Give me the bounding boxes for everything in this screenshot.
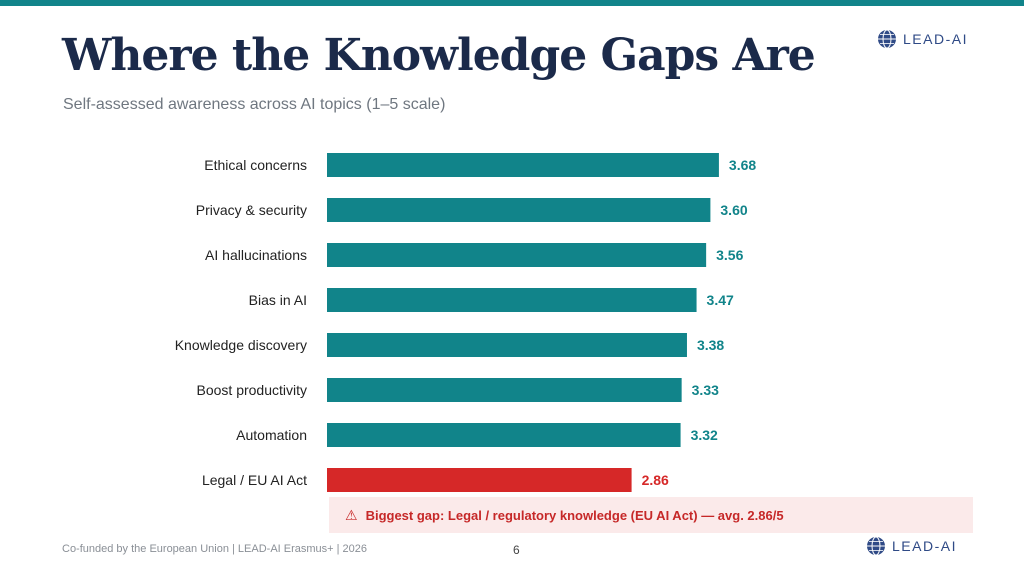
category-label: Automation [236,427,307,443]
value-label: 3.33 [692,382,719,398]
logo-bottom: LEAD-AI [866,536,957,556]
category-label: Bias in AI [249,292,307,308]
value-label: 3.38 [697,337,724,353]
globe-icon [867,536,885,556]
bar [327,288,697,312]
category-label: AI hallucinations [205,247,307,263]
category-label: Knowledge discovery [175,337,307,353]
bar [327,423,681,447]
bar [327,333,687,357]
slide-subtitle: Self-assessed awareness across AI topics… [63,96,446,113]
globe-icon [878,29,896,49]
footer-text: Co-funded by the European Union | LEAD-A… [62,543,368,555]
bar-chart: Ethical concerns 3.68 Privacy & security 3.… [175,153,756,492]
value-label: 3.47 [707,292,734,308]
value-label: 3.68 [729,157,756,173]
logo-text: LEAD-AI [903,31,968,47]
category-label: Ethical concerns [204,157,307,173]
callout-text: Biggest gap: Legal / regulatory knowledg… [365,507,784,523]
logo-top: LEAD-AI [877,29,968,49]
bar [327,468,632,492]
category-label: Privacy & security [196,202,307,218]
top-accent-bar [0,0,1024,6]
value-label: 2.86 [642,472,669,488]
slide-title: Where the Knowledge Gaps Are [62,30,816,81]
bar [327,153,719,177]
value-label: 3.32 [691,427,718,443]
page-number: 6 [513,543,520,557]
warning-icon: ⚠ [345,506,358,523]
logo-text: LEAD-AI [892,538,957,554]
value-label: 3.60 [720,202,747,218]
bar [327,243,707,267]
category-label: Legal / EU AI Act [202,472,307,488]
bar [327,378,682,402]
biggest-gap-callout: ⚠ Biggest gap: Legal / regulatory knowle… [329,497,973,533]
category-label: Boost productivity [197,382,308,398]
value-label: 3.56 [716,247,743,263]
bar [327,198,711,222]
